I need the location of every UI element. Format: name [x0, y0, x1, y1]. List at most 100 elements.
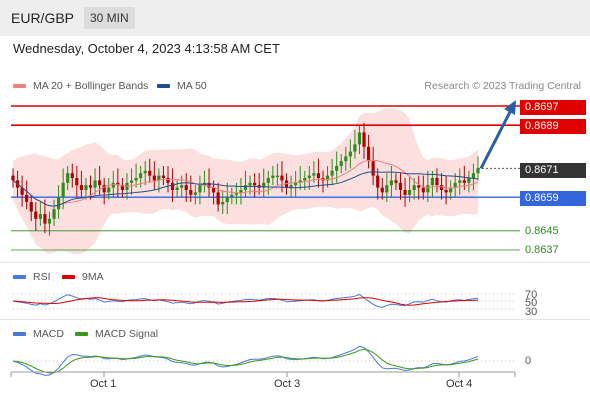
macd-line — [12, 345, 479, 376]
candle-body — [88, 185, 93, 188]
x-label-oct1: Oct 1 — [90, 378, 117, 390]
candle-body — [75, 178, 79, 186]
ma20-line — [12, 159, 479, 207]
rsi-level-50: 50 — [525, 297, 538, 309]
candle-body — [66, 173, 70, 183]
9ma-swatch — [62, 275, 75, 279]
candle-body — [234, 192, 238, 195]
candle-body — [271, 175, 275, 178]
candle-body — [471, 173, 476, 178]
candle-body — [25, 194, 29, 202]
projection-arrow-line — [479, 109, 513, 170]
separator-rsi — [0, 262, 590, 263]
legend-rsi-label: RSI — [33, 271, 51, 283]
candle-body — [193, 192, 197, 195]
candle-body — [412, 185, 416, 190]
ma20-swatch — [13, 84, 26, 88]
candle-body — [403, 190, 407, 195]
candle-body — [426, 185, 430, 193]
candle-body — [408, 190, 412, 195]
projection-arrow-head — [504, 100, 516, 115]
candle-body — [161, 175, 166, 178]
rsi-ma-line — [12, 297, 479, 306]
candle-body — [184, 185, 188, 190]
macd-zero-label: 0 — [525, 355, 532, 367]
candle-body — [180, 185, 184, 188]
rsi-swatch — [13, 275, 26, 279]
candle-body — [398, 182, 403, 190]
candle-body — [449, 187, 453, 193]
candle-body — [139, 173, 143, 178]
candle-body — [43, 214, 47, 224]
candle-body — [476, 168, 480, 174]
candle-body — [439, 185, 444, 190]
candle-body — [430, 178, 435, 186]
candle-body — [79, 185, 83, 190]
separator-macd — [0, 319, 590, 320]
candle-body — [376, 175, 380, 188]
x-label-oct3: Oct 3 — [274, 378, 301, 390]
candle-body — [344, 156, 348, 162]
legend-ma20-label: MA 20 + Bollinger Bands — [33, 80, 149, 92]
candle-body — [230, 194, 234, 198]
candle-body — [467, 178, 471, 183]
candle-body — [348, 151, 352, 157]
price-label-s2: 0.8637 — [525, 244, 559, 256]
candle-body — [34, 211, 38, 219]
candle-body — [175, 187, 179, 190]
candle-body — [56, 197, 61, 210]
candle-body — [312, 173, 316, 176]
candle-body — [462, 180, 466, 183]
candle-body — [371, 161, 375, 176]
candle-body — [221, 202, 225, 205]
candle-body — [61, 182, 65, 198]
candle-body — [207, 182, 211, 188]
candle-body — [20, 187, 24, 195]
candle-body — [93, 180, 97, 188]
candle-body — [166, 178, 170, 183]
candle-body — [444, 190, 448, 193]
candle-body — [84, 185, 88, 190]
candle-body — [129, 180, 134, 183]
candle-body — [98, 180, 102, 186]
timeframe-button[interactable]: 30 MIN — [84, 7, 135, 29]
rsi-line — [12, 293, 479, 308]
candle-body — [148, 170, 152, 176]
macd-signal-swatch — [75, 332, 88, 336]
rsi-level-30: 30 — [525, 306, 538, 318]
legend-ma50: MA 50 — [157, 80, 207, 92]
candle-body — [266, 178, 270, 183]
candle-body — [453, 182, 457, 188]
candle-body — [253, 182, 257, 186]
candle-body — [389, 180, 393, 186]
price-label-current: 0.8671 — [520, 163, 586, 178]
candle-body — [330, 170, 334, 176]
candle-body — [421, 187, 425, 193]
legend-ma20: MA 20 + Bollinger Bands — [13, 80, 148, 92]
legend-9ma-label: 9MA — [82, 271, 104, 283]
candle-body — [211, 187, 216, 193]
candle-body — [11, 175, 15, 181]
candle-body — [294, 182, 298, 186]
legend-9ma: 9MA — [62, 271, 104, 283]
ma50-swatch — [157, 84, 170, 88]
candle-body — [107, 187, 111, 193]
candle-body — [353, 144, 357, 152]
candle-body — [385, 185, 389, 193]
credit-text: Research © 2023 Trading Central — [424, 80, 581, 92]
price-label-s1: 0.8645 — [525, 225, 559, 237]
price-label-r1: 0.8689 — [520, 119, 586, 134]
candle-body — [339, 161, 343, 166]
legend-macd-signal: MACD Signal — [75, 328, 158, 340]
candle-body — [248, 182, 252, 186]
candle-body — [362, 132, 366, 147]
candle-body — [152, 175, 156, 181]
candle-body — [170, 182, 175, 190]
candle-body — [198, 185, 202, 193]
candle-body — [366, 146, 371, 162]
candle-body — [52, 209, 56, 219]
candle-body — [47, 218, 52, 224]
candle-body — [325, 175, 330, 181]
candle-body — [216, 192, 220, 205]
